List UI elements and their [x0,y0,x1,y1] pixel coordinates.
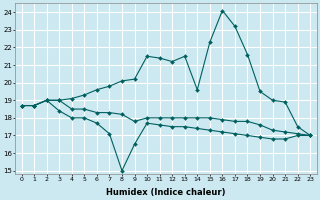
X-axis label: Humidex (Indice chaleur): Humidex (Indice chaleur) [106,188,226,197]
